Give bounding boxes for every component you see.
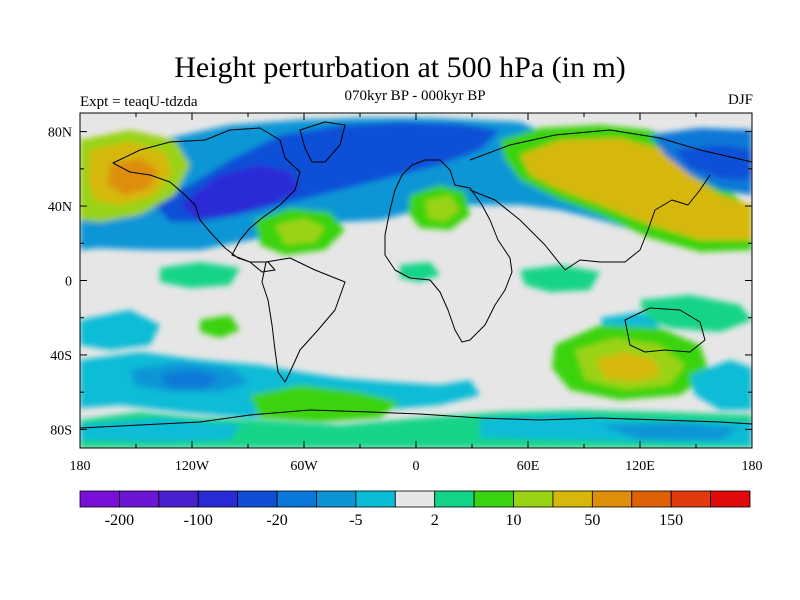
colorbar-swatch bbox=[197, 490, 239, 508]
mediterranean-high-core bbox=[425, 195, 460, 222]
colorbar-swatch bbox=[79, 490, 120, 508]
y-tick-label: 40S bbox=[50, 349, 72, 364]
colorbar-swatch bbox=[355, 490, 396, 508]
x-tick-label: 0 bbox=[413, 459, 420, 474]
atlantic-high-core bbox=[275, 218, 325, 245]
colorbar-swatch bbox=[473, 490, 514, 508]
field-layer bbox=[80, 113, 752, 448]
arctic-low-core bbox=[675, 145, 752, 180]
colorbar-label: 2 bbox=[431, 512, 439, 529]
y-tick-label: 0 bbox=[65, 275, 72, 290]
southern-high-core bbox=[595, 352, 660, 382]
colorbar-swatch bbox=[710, 490, 751, 508]
colorbar-label: -200 bbox=[105, 512, 134, 529]
greenland-coast bbox=[299, 121, 346, 163]
colorbar-swatch bbox=[237, 490, 278, 508]
north-america-coast bbox=[112, 127, 301, 273]
coastlines bbox=[80, 121, 752, 429]
colorbar-label: 150 bbox=[659, 512, 683, 529]
x-axis-ticks: 180 120W 60W 0 60E 120E 180 bbox=[70, 113, 763, 474]
asia-coast bbox=[469, 129, 752, 271]
colorbar bbox=[79, 490, 751, 508]
colorbar-swatch bbox=[434, 490, 475, 508]
colorbar-label: -100 bbox=[184, 512, 213, 529]
colorbar-swatch bbox=[316, 490, 357, 508]
colorbar-swatch bbox=[513, 490, 554, 508]
australia-coast bbox=[624, 307, 706, 353]
y-tick-label: 80N bbox=[48, 126, 72, 141]
colorbar-swatch bbox=[119, 490, 160, 508]
antarctica-coast bbox=[80, 409, 752, 429]
colorbar-label: -20 bbox=[266, 512, 287, 529]
eurasia-high-yellow bbox=[520, 138, 752, 240]
y-axis-ticks: 80N 40N 0 40S 80S bbox=[48, 126, 752, 438]
north-america-low bbox=[180, 165, 300, 218]
europe-africa-coast bbox=[384, 159, 513, 343]
x-tick-label: 180 bbox=[70, 459, 91, 474]
colorbar-swatch bbox=[631, 490, 672, 508]
colorbar-swatch bbox=[158, 490, 199, 508]
colorbar-label: 50 bbox=[584, 512, 600, 529]
colorbar-swatch bbox=[591, 490, 633, 508]
colorbar-labels: -200 -100 -20 -5 2 10 50 150 bbox=[105, 512, 683, 529]
y-tick-label: 40N bbox=[48, 200, 72, 215]
colorbar-swatch bbox=[552, 490, 593, 508]
x-tick-label: 60W bbox=[290, 459, 318, 474]
x-tick-label: 120E bbox=[625, 459, 655, 474]
y-tick-label: 80S bbox=[50, 423, 72, 438]
colorbar-label: -5 bbox=[349, 512, 362, 529]
colorbar-swatch bbox=[670, 490, 711, 508]
colorbar-label: 10 bbox=[506, 512, 522, 529]
experiment-label: Expt = teaqU-tdzda bbox=[80, 94, 198, 110]
x-tick-label: 180 bbox=[742, 459, 763, 474]
season-label: DJF bbox=[727, 92, 753, 108]
colorbar-swatch bbox=[394, 490, 436, 508]
south-america-coast bbox=[261, 257, 346, 383]
x-tick-label: 120W bbox=[175, 459, 210, 474]
map-subtitle: 070kyr BP - 000kyr BP bbox=[344, 88, 486, 104]
x-tick-label: 60E bbox=[517, 459, 540, 474]
colorbar-swatch bbox=[276, 490, 317, 508]
map-title: Height perturbation at 500 hPa (in m) bbox=[174, 51, 626, 84]
